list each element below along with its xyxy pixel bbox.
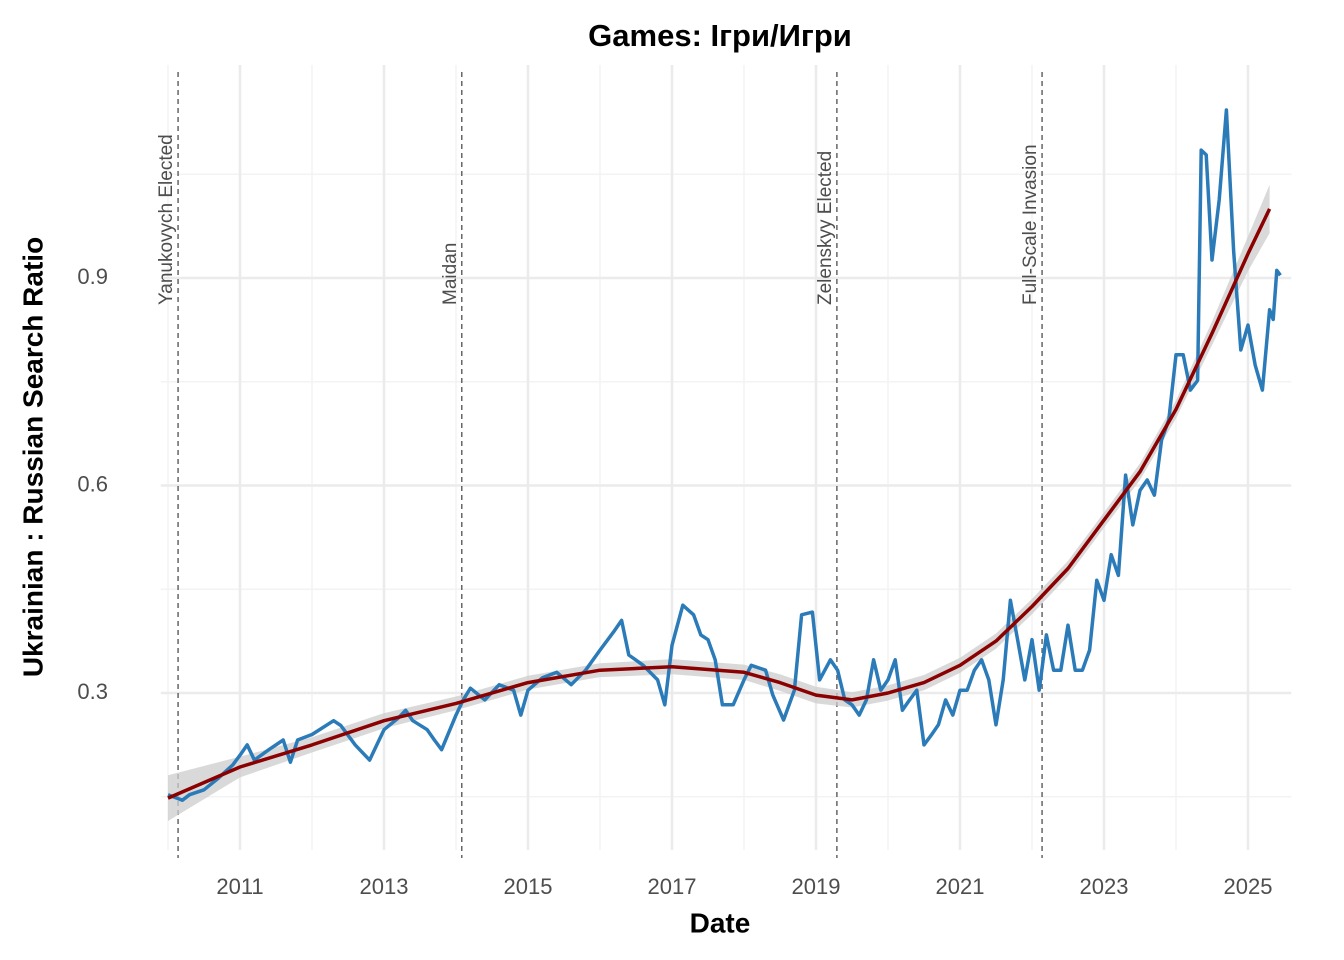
chart-title: Games: Ігри/Игри bbox=[588, 18, 852, 53]
x-tick-label: 2023 bbox=[1080, 874, 1129, 899]
event-label: Maidan bbox=[440, 243, 461, 305]
y-axis-title: Ukrainian : Russian Search Ratio bbox=[17, 237, 48, 677]
confidence-band bbox=[168, 184, 1270, 821]
event-label: Zelenskyy Elected bbox=[815, 151, 836, 305]
event-label: Yanukovych Elected bbox=[156, 134, 177, 305]
x-tick-label: 2025 bbox=[1224, 874, 1273, 899]
y-tick-label: 0.9 bbox=[77, 264, 108, 289]
y-tick-label: 0.6 bbox=[77, 471, 108, 496]
x-tick-label: 2011 bbox=[216, 874, 263, 899]
x-tick-label: 2015 bbox=[504, 874, 553, 899]
y-tick-label: 0.3 bbox=[77, 679, 108, 704]
event-label: Full-Scale Invasion bbox=[1020, 144, 1041, 305]
x-tick-label: 2013 bbox=[360, 874, 409, 899]
x-tick-label: 2019 bbox=[792, 874, 841, 899]
data-line bbox=[167, 108, 1282, 802]
x-tick-label: 2017 bbox=[648, 874, 697, 899]
trend-line bbox=[167, 208, 1272, 800]
x-axis-title: Date bbox=[690, 907, 751, 938]
x-tick-label: 2021 bbox=[936, 874, 985, 899]
